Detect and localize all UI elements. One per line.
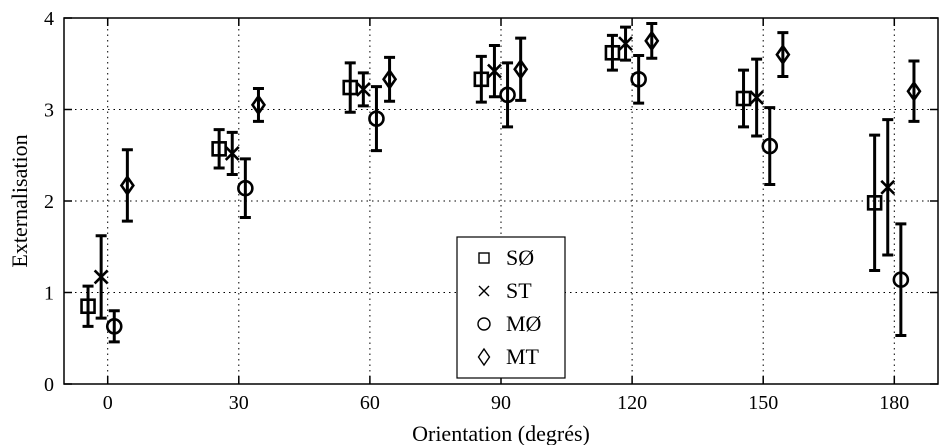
data-point-x: [224, 146, 240, 161]
y-tick-label: 1: [44, 283, 54, 305]
legend-marker-circle: [477, 317, 491, 331]
error-bar: [239, 157, 251, 219]
data-point-x: [355, 81, 371, 97]
data-point-square: [473, 71, 490, 88]
y-tick-label: 0: [44, 374, 54, 396]
data-point-diamond: [513, 58, 529, 81]
series-circle: [105, 54, 910, 344]
x-tick-label: 90: [491, 392, 511, 414]
error-bar: [895, 222, 907, 338]
data-point-square: [342, 79, 359, 96]
error-bar: [384, 55, 396, 103]
legend: SØ ST MØ MT: [456, 236, 566, 379]
data-point-circle: [892, 271, 910, 288]
y-tick-label: 3: [44, 100, 54, 122]
data-point-square: [211, 141, 227, 157]
data-point-diamond: [906, 80, 922, 102]
data-point-square: [866, 195, 883, 211]
legend-item: SØ: [478, 245, 534, 270]
data-point-x: [880, 179, 896, 195]
gridlines: [64, 18, 938, 384]
error-bar: [646, 21, 658, 60]
data-point-square: [735, 90, 752, 107]
x-tick-label: 0: [103, 392, 113, 414]
x-tick-label: 150: [748, 392, 778, 414]
data-point-x: [487, 63, 502, 79]
data-point-circle: [761, 137, 779, 155]
legend-item: MT: [477, 344, 540, 369]
data-point-x: [618, 36, 633, 52]
data-point-x: [749, 90, 765, 106]
error-bar: [108, 309, 120, 344]
error-bar: [515, 36, 527, 102]
data-point-diamond: [644, 30, 660, 52]
legend-label: ST: [506, 278, 532, 303]
data-point-diamond: [119, 174, 135, 197]
legend-marker-square: [478, 252, 490, 264]
legend-item: ST: [478, 278, 532, 303]
data-point-circle: [105, 318, 123, 335]
x-tick-label: 120: [617, 392, 647, 414]
y-tick-label: 4: [44, 8, 54, 30]
y-tick-label: 2: [44, 191, 54, 213]
error-bar: [252, 86, 264, 123]
error-bar: [869, 133, 881, 273]
legend-box: [456, 236, 566, 379]
data-point-diamond: [382, 68, 398, 91]
error-bar: [121, 148, 133, 223]
error-bar: [475, 54, 487, 104]
legend-label: SØ: [506, 245, 534, 270]
series-square: [80, 33, 883, 328]
data-point-circle: [368, 110, 385, 127]
data-point-square: [604, 44, 621, 61]
legend-marker-x: [478, 285, 490, 297]
y-axis-label: Externalisation: [7, 134, 32, 267]
series-x: [93, 25, 896, 320]
x-tick-label: 30: [229, 392, 249, 414]
data-point-x: [93, 269, 109, 285]
legend-marker-diamond: [477, 347, 491, 367]
legend-item: MØ: [477, 311, 541, 336]
error-bar: [764, 106, 776, 187]
error-bar: [344, 61, 356, 114]
data-point-circle: [630, 71, 647, 88]
x-tick-label: 60: [360, 392, 380, 414]
series-diamond: [119, 21, 922, 223]
data-series: [80, 21, 922, 344]
legend-label: MØ: [506, 311, 541, 336]
error-bar: [908, 59, 920, 123]
axis-ticks: 0 1 2 3 4 0 30 60 90 120 150 180: [44, 8, 938, 414]
error-bar: [633, 54, 645, 105]
error-bar: [606, 33, 618, 72]
error-bar: [82, 284, 94, 328]
error-bar: [502, 61, 514, 129]
data-point-circle: [237, 179, 254, 197]
error-bar: [777, 31, 789, 79]
x-axis-label: Orientation (degrés): [412, 421, 590, 445]
data-point-square: [80, 298, 96, 315]
error-bar: [213, 128, 225, 170]
data-point-diamond: [250, 94, 267, 116]
x-tick-label: 180: [879, 392, 909, 414]
data-point-diamond: [775, 43, 791, 66]
error-bar: [370, 85, 382, 153]
legend-label: MT: [506, 344, 540, 369]
data-point-circle: [499, 86, 516, 104]
error-bar: [738, 68, 750, 129]
